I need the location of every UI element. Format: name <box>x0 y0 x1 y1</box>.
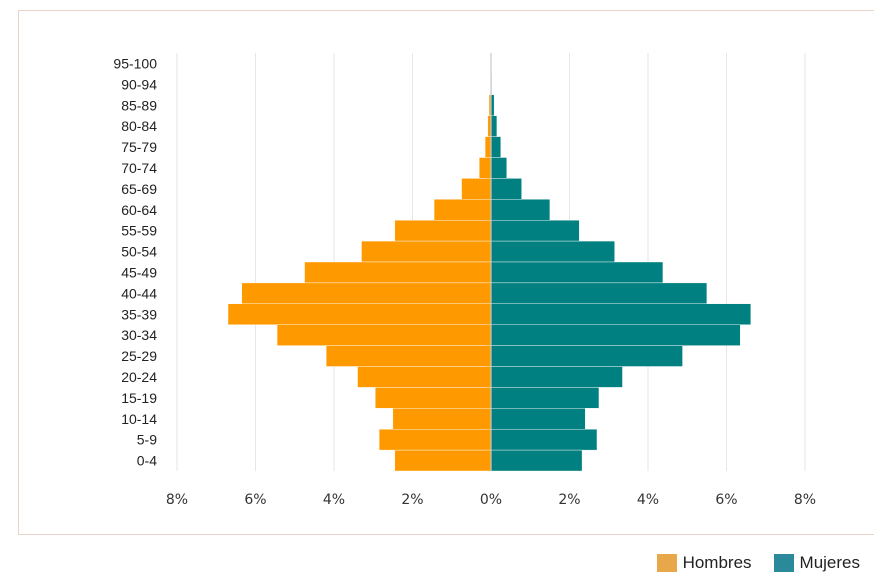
y-tick-label: 5-9 <box>137 432 157 448</box>
y-tick-label: 85-89 <box>121 97 157 113</box>
legend: Hombres Mujeres <box>656 553 860 573</box>
bar-hombres[interactable] <box>433 199 492 221</box>
y-tick-label: 15-19 <box>121 390 157 406</box>
x-tick-label: 8% <box>166 492 188 508</box>
x-tick-label: 0% <box>480 492 502 508</box>
bar-hombres[interactable] <box>461 178 492 200</box>
legend-swatch-mujeres <box>773 554 794 572</box>
bar-hombres[interactable] <box>361 240 492 263</box>
legend-item-mujeres[interactable]: Mujeres <box>773 553 860 573</box>
bar-mujeres[interactable] <box>490 449 583 472</box>
bar-hombres[interactable] <box>479 157 492 179</box>
bar-mujeres[interactable] <box>490 157 507 179</box>
y-tick-label: 20-24 <box>121 369 157 385</box>
bar-mujeres[interactable] <box>490 240 615 263</box>
bar-mujeres[interactable] <box>490 199 551 221</box>
bar-hombres[interactable] <box>241 282 492 304</box>
legend-swatch-hombres <box>656 554 677 572</box>
y-tick-label: 70-74 <box>121 160 157 176</box>
y-tick-label: 75-79 <box>121 139 157 155</box>
bar-hombres[interactable] <box>276 324 492 346</box>
legend-label-hombres: Hombres <box>682 553 752 572</box>
population-pyramid-chart: 95-100 90-94 85-89 80-84 75-79 70-74 65-69 60-6… <box>113 53 816 508</box>
y-tick-label: 10-14 <box>121 411 157 427</box>
y-tick-label: 60-64 <box>121 202 157 218</box>
x-tick-label: 4% <box>323 492 345 508</box>
y-tick-label: 95-100 <box>113 55 157 71</box>
x-tick-label: 4% <box>637 492 659 508</box>
x-tick-label: 6% <box>244 492 266 508</box>
y-tick-label: 35-39 <box>121 306 157 322</box>
bar-hombres[interactable] <box>484 136 492 158</box>
x-tick-label: 2% <box>401 492 423 508</box>
y-axis-labels: 95-100 90-94 85-89 80-84 75-79 70-74 65-69 60-6… <box>113 55 157 468</box>
bar-hombres[interactable] <box>325 345 492 367</box>
legend-item-hombres[interactable]: Hombres <box>656 553 752 573</box>
bar-mujeres[interactable] <box>490 261 664 284</box>
x-tick-label: 8% <box>794 492 816 508</box>
y-tick-label: 55-59 <box>121 223 157 239</box>
bar-hombres[interactable] <box>392 408 492 430</box>
bar-mujeres[interactable] <box>490 408 586 430</box>
x-tick-label: 2% <box>558 492 580 508</box>
y-tick-label: 90-94 <box>121 76 157 92</box>
y-tick-label: 30-34 <box>121 327 157 343</box>
y-tick-label: 65-69 <box>121 181 157 197</box>
bar-mujeres[interactable] <box>490 115 498 137</box>
bar-mujeres[interactable] <box>490 136 502 158</box>
bar-mujeres[interactable] <box>490 345 683 367</box>
y-tick-label: 80-84 <box>121 118 157 134</box>
y-tick-label: 25-29 <box>121 348 157 364</box>
bar-hombres[interactable] <box>304 261 492 284</box>
y-tick-label: 50-54 <box>121 244 157 260</box>
y-tick-label: 40-44 <box>121 285 157 301</box>
bar-hombres[interactable] <box>378 429 492 451</box>
bar-hombres[interactable] <box>375 387 492 409</box>
x-axis-labels: 8% 6% 4% 2% 0% 2% 4% 6% 8% <box>166 492 816 508</box>
bar-mujeres[interactable] <box>490 282 708 304</box>
bar-mujeres[interactable] <box>490 303 752 325</box>
bar-mujeres[interactable] <box>490 366 623 388</box>
bar-hombres[interactable] <box>357 366 492 388</box>
y-tick-label: 45-49 <box>121 264 157 280</box>
y-tick-label: 0-4 <box>137 453 157 469</box>
bar-mujeres[interactable] <box>490 429 598 451</box>
bar-mujeres[interactable] <box>490 178 522 200</box>
bar-mujeres[interactable] <box>490 219 580 242</box>
bar-hombres[interactable] <box>394 219 492 242</box>
bar-mujeres[interactable] <box>490 324 741 346</box>
chart-frame: 95-100 90-94 85-89 80-84 75-79 70-74 65-69 60-6… <box>18 10 874 535</box>
x-tick-label: 6% <box>715 492 737 508</box>
bar-hombres[interactable] <box>394 449 492 472</box>
bar-hombres[interactable] <box>227 303 492 325</box>
bars <box>227 73 752 472</box>
bar-mujeres[interactable] <box>490 387 600 409</box>
legend-label-mujeres: Mujeres <box>799 553 860 572</box>
